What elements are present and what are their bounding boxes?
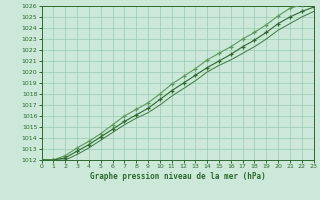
X-axis label: Graphe pression niveau de la mer (hPa): Graphe pression niveau de la mer (hPa) [90,172,266,181]
